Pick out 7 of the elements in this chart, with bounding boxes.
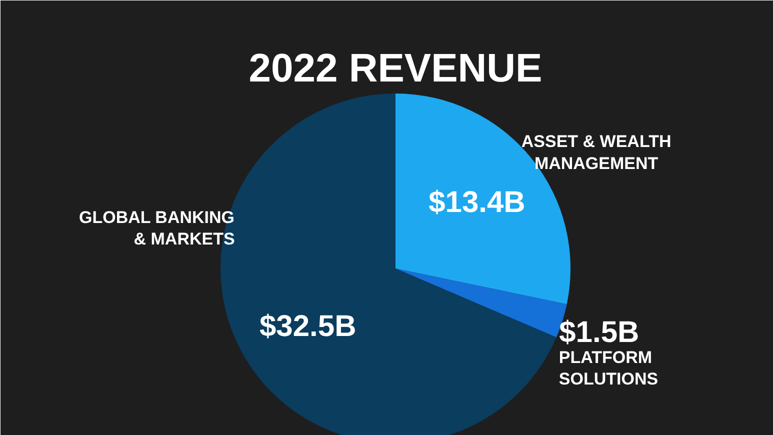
data-label: $1.5B	[559, 316, 640, 350]
slice-label: ASSET & WEALTH MANAGEMENT	[521, 132, 672, 174]
slice-label: GLOBAL BANKING & MARKETS	[79, 208, 235, 249]
data-label: $32.5B	[259, 310, 356, 343]
data-label: $13.4B	[428, 186, 526, 219]
slice-label: PLATFORM SOLUTIONS	[558, 348, 658, 389]
chart-title: 2022 REVENUE	[248, 46, 542, 90]
